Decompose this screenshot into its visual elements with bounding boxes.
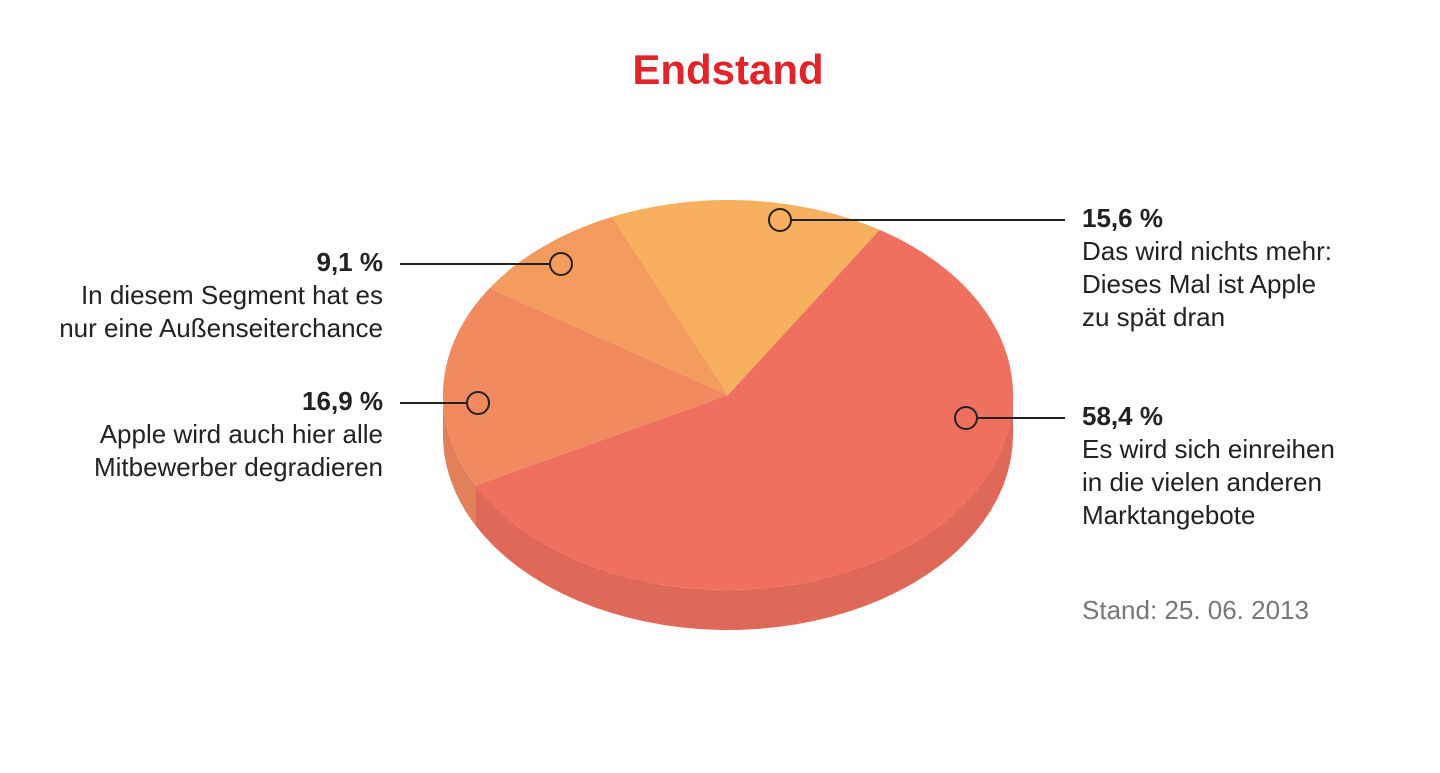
category-label: Das wird nichts mehr: (1082, 236, 1332, 266)
category-label: in die vielen anderen (1082, 467, 1322, 497)
category-label: In diesem Segment hat es (81, 280, 383, 310)
slice-side (475, 395, 1013, 630)
category-label: Es wird sich einreihen (1082, 434, 1335, 464)
category-label: Marktangebote (1082, 500, 1255, 530)
value-label: 16,9 % (302, 386, 383, 416)
slice (475, 229, 1013, 590)
value-label: 15,6 % (1082, 203, 1163, 233)
marker (466, 391, 490, 415)
slice (489, 216, 728, 395)
category-label: Dieses Mal ist Apple (1082, 269, 1316, 299)
slice-side (443, 395, 476, 526)
value-label: 58,4 % (1082, 401, 1163, 431)
value-label: 9,1 % (317, 247, 384, 277)
marker (954, 406, 978, 430)
marker (768, 208, 792, 232)
slice (443, 288, 728, 486)
note: Stand: 25. 06. 2013 (1082, 595, 1309, 625)
category-label: Mitbewerber degradieren (94, 452, 383, 482)
category-label: Apple wird auch hier alle (100, 419, 383, 449)
category-label: nur eine Außenseiterchance (59, 313, 383, 343)
marker (549, 252, 573, 276)
slice (612, 199, 880, 395)
chart-title: Endstand (632, 46, 823, 93)
category-label: zu spät dran (1082, 302, 1225, 332)
